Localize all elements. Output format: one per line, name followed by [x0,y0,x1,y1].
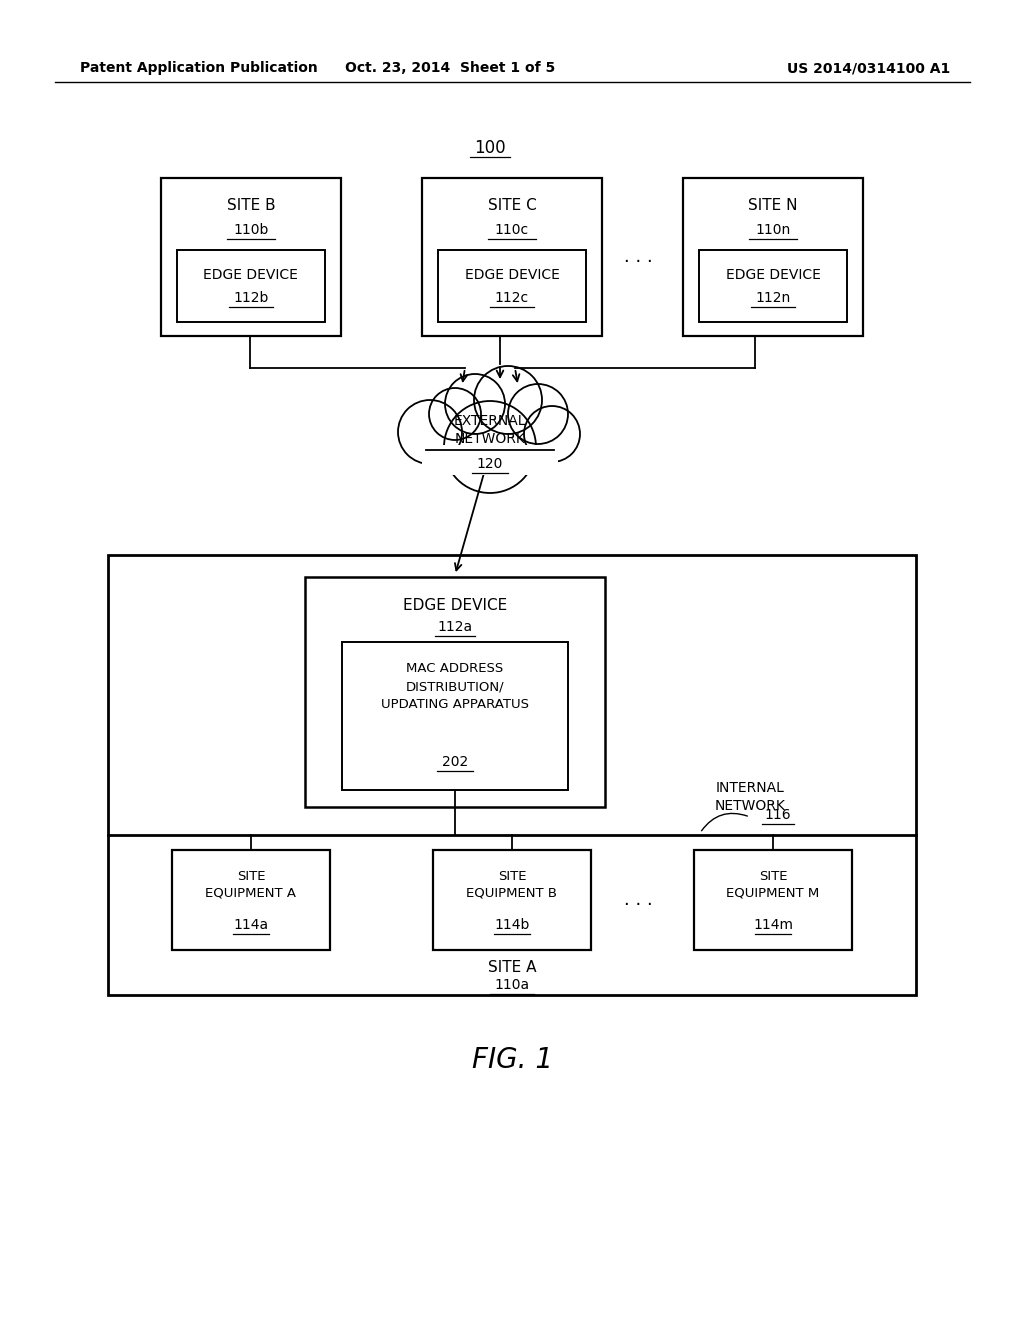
Text: MAC ADDRESS
DISTRIBUTION/
UPDATING APPARATUS: MAC ADDRESS DISTRIBUTION/ UPDATING APPAR… [381,663,529,711]
FancyBboxPatch shape [694,850,852,950]
Text: 110n: 110n [756,223,791,238]
Text: . . .: . . . [624,891,652,909]
Text: 112c: 112c [495,290,529,305]
Text: EDGE DEVICE: EDGE DEVICE [465,268,559,282]
Circle shape [445,374,505,434]
Circle shape [398,400,462,465]
FancyBboxPatch shape [161,178,341,337]
Text: INTERNAL
NETWORK: INTERNAL NETWORK [715,781,785,813]
Text: SITE N: SITE N [749,198,798,214]
Text: Oct. 23, 2014  Sheet 1 of 5: Oct. 23, 2014 Sheet 1 of 5 [345,61,555,75]
Text: SITE C: SITE C [487,198,537,214]
Text: 110a: 110a [495,978,529,993]
FancyBboxPatch shape [342,642,568,789]
Text: FIG. 1: FIG. 1 [471,1045,553,1074]
Text: EDGE DEVICE: EDGE DEVICE [402,598,507,612]
Text: SITE
EQUIPMENT A: SITE EQUIPMENT A [206,870,296,900]
Text: . . .: . . . [624,248,652,267]
Text: 114b: 114b [495,917,529,932]
Circle shape [508,384,568,444]
Text: EXTERNAL
NETWORK: EXTERNAL NETWORK [454,414,526,446]
Text: 120: 120 [477,457,503,471]
Text: 100: 100 [474,139,506,157]
FancyBboxPatch shape [433,850,591,950]
FancyBboxPatch shape [422,178,602,337]
Text: 110b: 110b [233,223,268,238]
FancyBboxPatch shape [699,249,847,322]
Text: SITE B: SITE B [226,198,275,214]
FancyBboxPatch shape [683,178,863,337]
Circle shape [444,401,536,492]
Text: 112n: 112n [756,290,791,305]
Text: EDGE DEVICE: EDGE DEVICE [726,268,820,282]
Text: SITE
EQUIPMENT B: SITE EQUIPMENT B [467,870,557,900]
Text: 202: 202 [442,755,468,770]
Text: 114m: 114m [753,917,794,932]
FancyBboxPatch shape [305,577,605,807]
Text: 112a: 112a [437,620,472,634]
Text: SITE
EQUIPMENT M: SITE EQUIPMENT M [726,870,820,900]
Circle shape [474,366,542,434]
FancyBboxPatch shape [177,249,325,322]
Text: 114a: 114a [233,917,268,932]
FancyBboxPatch shape [422,445,558,475]
Text: 110c: 110c [495,223,529,238]
FancyBboxPatch shape [438,249,586,322]
FancyBboxPatch shape [172,850,330,950]
Circle shape [429,388,481,440]
Circle shape [524,407,580,462]
Text: 112b: 112b [233,290,268,305]
Text: 116: 116 [765,808,792,822]
Text: EDGE DEVICE: EDGE DEVICE [204,268,298,282]
FancyBboxPatch shape [108,554,916,995]
Text: US 2014/0314100 A1: US 2014/0314100 A1 [786,61,950,75]
Text: Patent Application Publication: Patent Application Publication [80,61,317,75]
Text: SITE A: SITE A [487,960,537,974]
